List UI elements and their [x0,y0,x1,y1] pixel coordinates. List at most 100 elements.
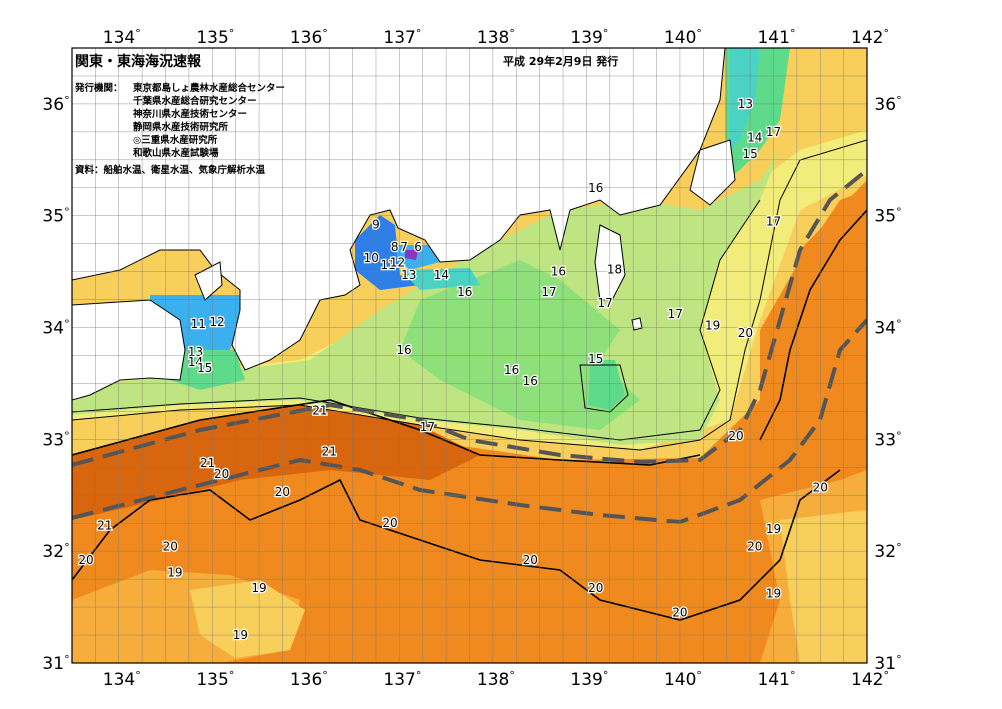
isotherm-label: 13 [188,345,203,359]
lon-tick-label-bottom: 134° [103,669,141,690]
isotherm-label: 19 [251,581,266,595]
lon-tick-label-bottom: 137° [383,669,421,690]
degree-symbol: ° [896,541,902,554]
lat-tick-label-left: 35° [42,206,69,227]
isotherm-label: 16 [396,343,411,357]
issuer-item: 神奈川県水産技術センター [133,109,248,120]
isotherm-label: 14 [747,130,762,144]
degree-symbol: ° [64,206,70,219]
isotherm-label: 17 [668,307,683,321]
zone-19c-sw2 [190,580,305,658]
issuer-item: ◎三重県水産研究所 [133,135,218,146]
lon-tick-label-bottom: 139° [570,669,608,690]
map-frame [71,47,868,664]
zone-20c [72,180,867,663]
degree-symbol: ° [322,27,328,40]
degree-symbol: ° [64,541,70,554]
lon-tick-label-top: 137° [383,27,421,48]
degree-symbol: ° [229,27,235,40]
zone-boso-cold [730,48,760,150]
isotherm-label: 20 [78,553,93,567]
degree-symbol: ° [64,653,70,666]
issuer-item: 和歌山県水産試験場 [133,148,219,159]
isotherm-label: 19 [167,565,182,579]
degree-symbol: ° [229,669,235,682]
isotherm-label: 17 [597,296,612,310]
degree-symbol: ° [896,429,902,442]
issuer-label: 発行機関： [75,83,123,94]
isotherm-label: 16 [588,181,603,195]
lon-tick-label-top: 135° [196,27,234,48]
lon-tick-label-bottom: 141° [757,669,795,690]
isotherm-label: 19 [766,522,781,536]
degree-symbol: ° [790,27,796,40]
issuer-block: 発行機関： 東京都島しょ農林水産総合センター 千葉県水産総合研究センター 神奈川… [75,82,285,160]
isotherm-label: 15 [197,361,212,375]
issuer-item: 千葉県水産総合研究センター [133,96,257,107]
isotherm-label: 20 [382,516,397,530]
isotherm-label: 17 [766,214,781,228]
lat-tick-label-right: 35° [874,206,901,227]
isotherm-label: 11 [380,258,395,272]
degree-symbol: ° [883,27,889,40]
issuer-item: 静岡県水産技術研究所 [133,122,229,133]
isotherm-label: 21 [322,445,337,459]
degree-symbol: ° [135,669,141,682]
lon-tick-label-bottom: 142° [851,669,889,690]
isotherm-20-north [759,209,867,441]
isotherm-20 [72,469,841,621]
lon-tick-label-top: 138° [477,27,515,48]
isotherm-label: 17 [420,420,435,434]
degree-symbol: ° [603,27,609,40]
zone-18c-e [780,510,867,663]
isotherm-label: 8 [391,240,399,254]
lon-tick-label-bottom: 136° [290,669,328,690]
lon-tick-label-bottom: 140° [664,669,702,690]
isotherm-label: 21 [200,456,215,470]
lat-tick-label-right: 34° [874,318,901,339]
isotherm-label: 19 [705,318,720,332]
oshima-island [631,317,643,331]
degree-symbol: ° [416,27,422,40]
lat-tick-label-right: 36° [874,94,901,115]
isotherm-label: 20 [738,326,753,340]
lat-tick-label-left: 32° [42,541,69,562]
isotherm-label: 20 [728,429,743,443]
isotherm-21 [72,399,701,466]
isotherm-label: 18 [607,262,622,276]
isotherm-label: 20 [747,540,762,554]
degree-symbol: ° [883,669,889,682]
lat-tick-label-left: 31° [42,653,69,674]
isotherm-label: 16 [504,363,519,377]
isotherm-label: 12 [390,256,405,270]
isotherm-label: 20 [523,553,538,567]
isotherm-label: 15 [742,147,757,161]
degree-symbol: ° [896,94,902,107]
kuroshio-south-edge [72,318,867,525]
lat-tick-label-left: 33° [42,429,69,450]
issuer-list: 東京都島しょ農林水産総合センター 千葉県水産総合研究センター 神奈川県水産技術セ… [133,82,285,160]
honshu-land [72,48,726,371]
degree-symbol: ° [64,429,70,442]
lat-tick-label-left: 36° [42,94,69,115]
isotherm-label: 19 [233,628,248,642]
degree-symbol: ° [135,27,141,40]
isotherm-17 [72,139,867,451]
degree-symbol: ° [896,206,902,219]
isotherm-label: 20 [672,606,687,620]
zone-6c [405,250,418,260]
boso-peninsula [689,139,736,206]
isotherms [72,139,867,621]
isotherm-label: 15 [588,352,603,366]
degree-symbol: ° [896,653,902,666]
degree-symbol: ° [603,669,609,682]
lon-tick-label-bottom: 138° [477,669,515,690]
isotherm-label: 20 [813,480,828,494]
lon-tick-label-top: 134° [103,27,141,48]
isotherm-16 [72,199,761,441]
isotherm-label: 19 [766,587,781,601]
isotherm-label: 6 [414,240,422,254]
issuer-item: 東京都島しょ農林水産総合センター [133,83,286,94]
isotherm-label: 13 [738,97,753,111]
degree-symbol: ° [696,27,702,40]
